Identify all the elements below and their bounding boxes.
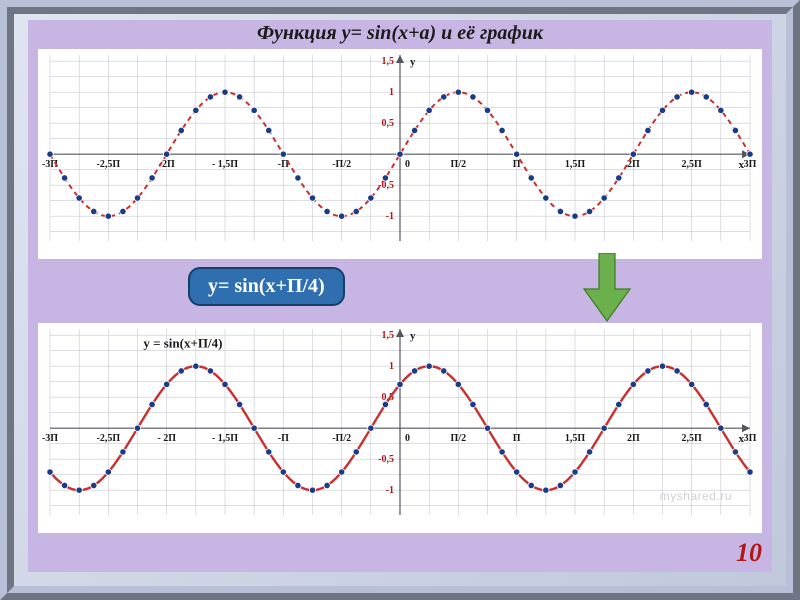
svg-text:1: 1 <box>389 361 394 372</box>
svg-text:0: 0 <box>405 159 410 170</box>
svg-text:-П: -П <box>278 433 289 444</box>
chart-bottom: xy-3П-2,5П- 2П- 1,5П-П-П/20П/2П1,5П2П2,5… <box>38 323 762 533</box>
svg-text:- 2П: - 2П <box>157 433 176 444</box>
slide-panel: Функция y= sin(x+a) и её график xy-3П-2,… <box>28 20 772 572</box>
svg-text:0: 0 <box>405 433 410 444</box>
svg-text:- 1,5П: - 1,5П <box>212 159 238 170</box>
svg-text:П/2: П/2 <box>451 433 467 444</box>
svg-text:П: П <box>513 433 521 444</box>
page-title: Функция y= sin(x+a) и её график <box>28 22 772 45</box>
svg-text:0,5: 0,5 <box>382 118 395 129</box>
svg-text:-2,5П: -2,5П <box>97 159 121 170</box>
arrow-down-icon <box>582 253 632 323</box>
svg-text:y = sin(x+П/4): y = sin(x+П/4) <box>143 336 222 351</box>
svg-text:-0,5: -0,5 <box>378 180 394 191</box>
svg-text:1,5П: 1,5П <box>565 433 586 444</box>
svg-text:y: y <box>410 56 416 68</box>
svg-text:1,5: 1,5 <box>382 330 395 341</box>
watermark: myshared.ru <box>660 489 732 503</box>
svg-text:-1: -1 <box>386 211 394 222</box>
svg-text:y: y <box>410 330 416 342</box>
svg-text:-2,5П: -2,5П <box>97 433 121 444</box>
svg-text:1: 1 <box>389 87 394 98</box>
between-row: y= sin(x+П/4) <box>28 259 772 313</box>
svg-text:1,5: 1,5 <box>382 56 395 67</box>
formula-badge: y= sin(x+П/4) <box>188 267 345 306</box>
svg-text:П/2: П/2 <box>451 159 467 170</box>
svg-text:-0,5: -0,5 <box>378 454 394 465</box>
svg-text:1,5П: 1,5П <box>565 159 586 170</box>
svg-text:3П: 3П <box>744 159 757 170</box>
svg-text:2П: 2П <box>627 433 640 444</box>
svg-text:-П/2: -П/2 <box>332 159 351 170</box>
page-number: 10 <box>736 538 762 568</box>
outer-frame: Функция y= sin(x+a) и её график xy-3П-2,… <box>0 0 800 600</box>
svg-text:-3П: -3П <box>42 433 58 444</box>
svg-text:-1: -1 <box>386 485 394 496</box>
svg-text:2,5П: 2,5П <box>682 159 703 170</box>
chart-top: xy-3П-2,5П-2П- 1,5П-П-П/20П/2П1,5П2П2,5П… <box>38 49 762 259</box>
svg-text:- 1,5П: - 1,5П <box>212 433 238 444</box>
svg-text:3П: 3П <box>744 433 757 444</box>
svg-text:-П/2: -П/2 <box>332 433 351 444</box>
svg-text:2,5П: 2,5П <box>682 433 703 444</box>
